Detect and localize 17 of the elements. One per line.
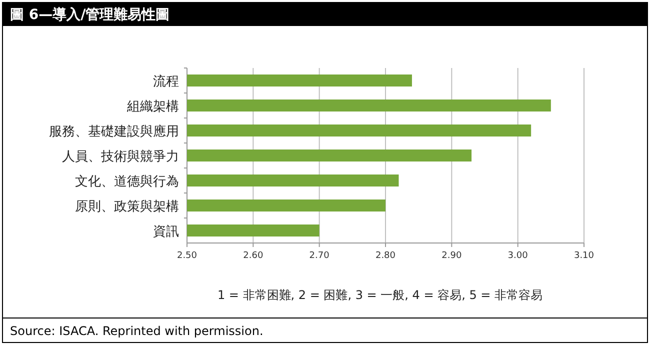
y-tick-label: 資訊	[153, 224, 179, 240]
y-tick-label: 組織架構	[126, 100, 179, 114]
x-tick-label: 2.70	[309, 251, 330, 261]
x-tick-label: 3.10	[574, 251, 594, 261]
x-tick-label: 2.60	[243, 251, 264, 261]
x-tick-label: 2.90	[442, 251, 462, 261]
y-tick-label: 文化、道德與行為	[75, 174, 179, 190]
chart-title: 圖 6—導入/管理難易性圖	[10, 6, 170, 23]
source-note: Source: ISACA. Reprinted with permission.	[10, 324, 264, 338]
y-tick-label: 原則、政策與架構	[75, 200, 179, 214]
x-tick-label: 2.50	[176, 251, 198, 261]
y-tick-label: 人員、技術與競爭力	[62, 150, 179, 164]
text: 1 = 非常困難, 2 = 困難, 3 = 一般, 4 = 容易, 5 = 非常容易	[217, 288, 543, 302]
y-tick-label: 服務、基礎建設與應用	[49, 124, 179, 140]
x-tick-label: 3.00	[508, 251, 528, 261]
y-tick-label: 流程	[153, 74, 179, 90]
x-tick-label: 2.80	[375, 251, 396, 261]
